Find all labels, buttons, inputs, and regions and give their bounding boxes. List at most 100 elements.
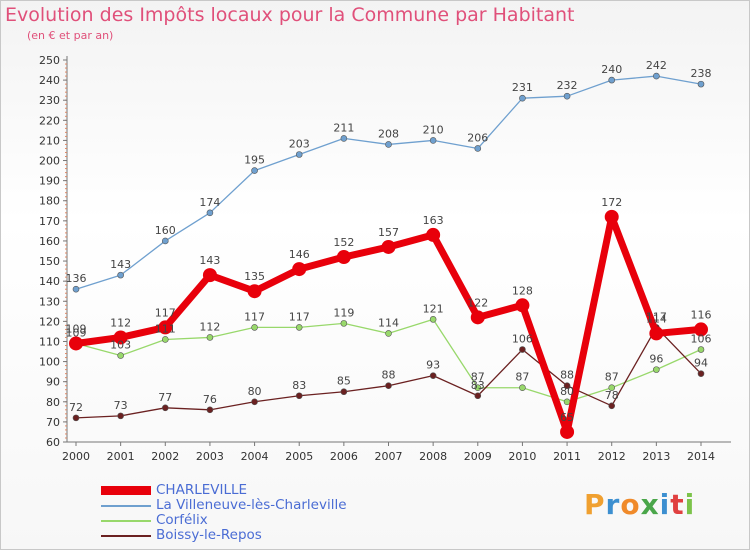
data-point bbox=[72, 285, 80, 293]
legend-swatch bbox=[101, 520, 151, 522]
data-point bbox=[202, 268, 217, 283]
data-label: 160 bbox=[155, 224, 176, 237]
data-point bbox=[161, 404, 169, 412]
data-point bbox=[519, 384, 526, 392]
data-point bbox=[563, 382, 571, 390]
data-label: 206 bbox=[467, 131, 488, 144]
data-point bbox=[429, 137, 437, 144]
data-point bbox=[158, 320, 173, 335]
data-label: 114 bbox=[378, 316, 399, 329]
data-label: 152 bbox=[333, 236, 354, 249]
legend-swatch bbox=[101, 535, 151, 537]
data-label: 136 bbox=[66, 272, 87, 285]
data-point bbox=[381, 239, 396, 254]
data-label: 210 bbox=[423, 123, 444, 136]
data-label: 87 bbox=[515, 371, 529, 384]
data-point bbox=[206, 406, 214, 414]
data-label: 157 bbox=[378, 226, 399, 239]
data-label: 117 bbox=[289, 310, 310, 323]
data-point bbox=[519, 94, 526, 102]
data-label: 231 bbox=[512, 81, 533, 94]
x-tick-label: 2011 bbox=[553, 450, 581, 463]
legend-label: CHARLEVILLE bbox=[156, 482, 248, 498]
data-label: 146 bbox=[289, 248, 310, 261]
data-label: 172 bbox=[601, 196, 622, 209]
x-tick-label: 2007 bbox=[375, 450, 403, 463]
data-point bbox=[72, 414, 80, 422]
data-label: 88 bbox=[382, 369, 396, 382]
proxiti-logo: Proxiti bbox=[584, 488, 696, 521]
data-label: 119 bbox=[333, 306, 354, 319]
data-point bbox=[426, 227, 441, 242]
data-point bbox=[295, 392, 303, 400]
data-point bbox=[649, 326, 664, 341]
data-label: 117 bbox=[646, 310, 667, 323]
x-tick-label: 2005 bbox=[285, 450, 313, 463]
data-label: 80 bbox=[560, 385, 574, 398]
y-tick-label: 60 bbox=[46, 436, 60, 449]
data-point bbox=[117, 352, 124, 359]
data-label: 112 bbox=[199, 320, 220, 333]
data-point bbox=[470, 310, 485, 325]
data-point bbox=[429, 372, 437, 379]
data-point bbox=[251, 324, 258, 331]
x-tick-label: 2013 bbox=[642, 450, 670, 463]
data-label: 72 bbox=[69, 401, 83, 414]
data-point bbox=[295, 324, 303, 331]
data-point bbox=[519, 346, 526, 353]
data-point bbox=[161, 336, 169, 343]
data-label: 93 bbox=[426, 359, 440, 372]
data-point bbox=[69, 336, 83, 351]
data-point bbox=[385, 330, 392, 337]
data-label: 240 bbox=[601, 63, 622, 76]
data-point bbox=[206, 209, 214, 217]
data-label: 76 bbox=[203, 393, 217, 406]
legend-swatch bbox=[101, 486, 151, 495]
data-label: 143 bbox=[199, 254, 220, 267]
data-point bbox=[608, 402, 616, 410]
data-label: 112 bbox=[110, 316, 131, 329]
y-tick-label: 130 bbox=[39, 295, 60, 308]
data-label: 94 bbox=[694, 357, 708, 370]
series-line-1 bbox=[75, 75, 702, 290]
data-label: 195 bbox=[244, 154, 265, 167]
y-tick-label: 90 bbox=[46, 376, 60, 389]
data-label: 232 bbox=[557, 79, 578, 92]
data-label: 163 bbox=[423, 214, 444, 227]
x-tick-label: 2001 bbox=[107, 450, 135, 463]
data-point bbox=[247, 284, 262, 299]
y-tick-label: 240 bbox=[39, 74, 60, 87]
data-label: 111 bbox=[155, 322, 176, 335]
y-tick-label: 220 bbox=[39, 114, 60, 127]
chart-subtitle: (en € et par an) bbox=[27, 29, 114, 42]
data-label: 80 bbox=[248, 385, 262, 398]
data-label: 83 bbox=[471, 379, 485, 392]
y-tick-label: 210 bbox=[39, 134, 60, 147]
data-label: 116 bbox=[691, 308, 712, 321]
data-point bbox=[385, 141, 392, 148]
data-point bbox=[429, 316, 437, 323]
x-tick-label: 2002 bbox=[151, 450, 179, 463]
data-label: 211 bbox=[333, 121, 354, 134]
y-tick-label: 160 bbox=[39, 235, 60, 248]
data-point bbox=[694, 322, 708, 337]
data-point bbox=[336, 250, 351, 265]
data-label: 174 bbox=[199, 196, 220, 209]
data-label: 78 bbox=[605, 389, 619, 402]
data-label: 203 bbox=[289, 137, 310, 150]
data-point bbox=[563, 92, 571, 100]
y-tick-label: 190 bbox=[39, 175, 60, 188]
data-label: 143 bbox=[110, 258, 131, 271]
y-tick-label: 110 bbox=[39, 335, 60, 348]
data-point bbox=[608, 76, 616, 84]
x-tick-label: 2006 bbox=[330, 450, 358, 463]
y-tick-label: 120 bbox=[39, 315, 60, 328]
legend-label: Corfélix bbox=[156, 512, 208, 528]
legend-swatch bbox=[101, 505, 151, 507]
data-label: 88 bbox=[560, 369, 574, 382]
x-tick-label: 2003 bbox=[196, 450, 224, 463]
data-point bbox=[653, 72, 660, 80]
data-point bbox=[340, 320, 348, 327]
y-tick-label: 80 bbox=[46, 396, 60, 409]
